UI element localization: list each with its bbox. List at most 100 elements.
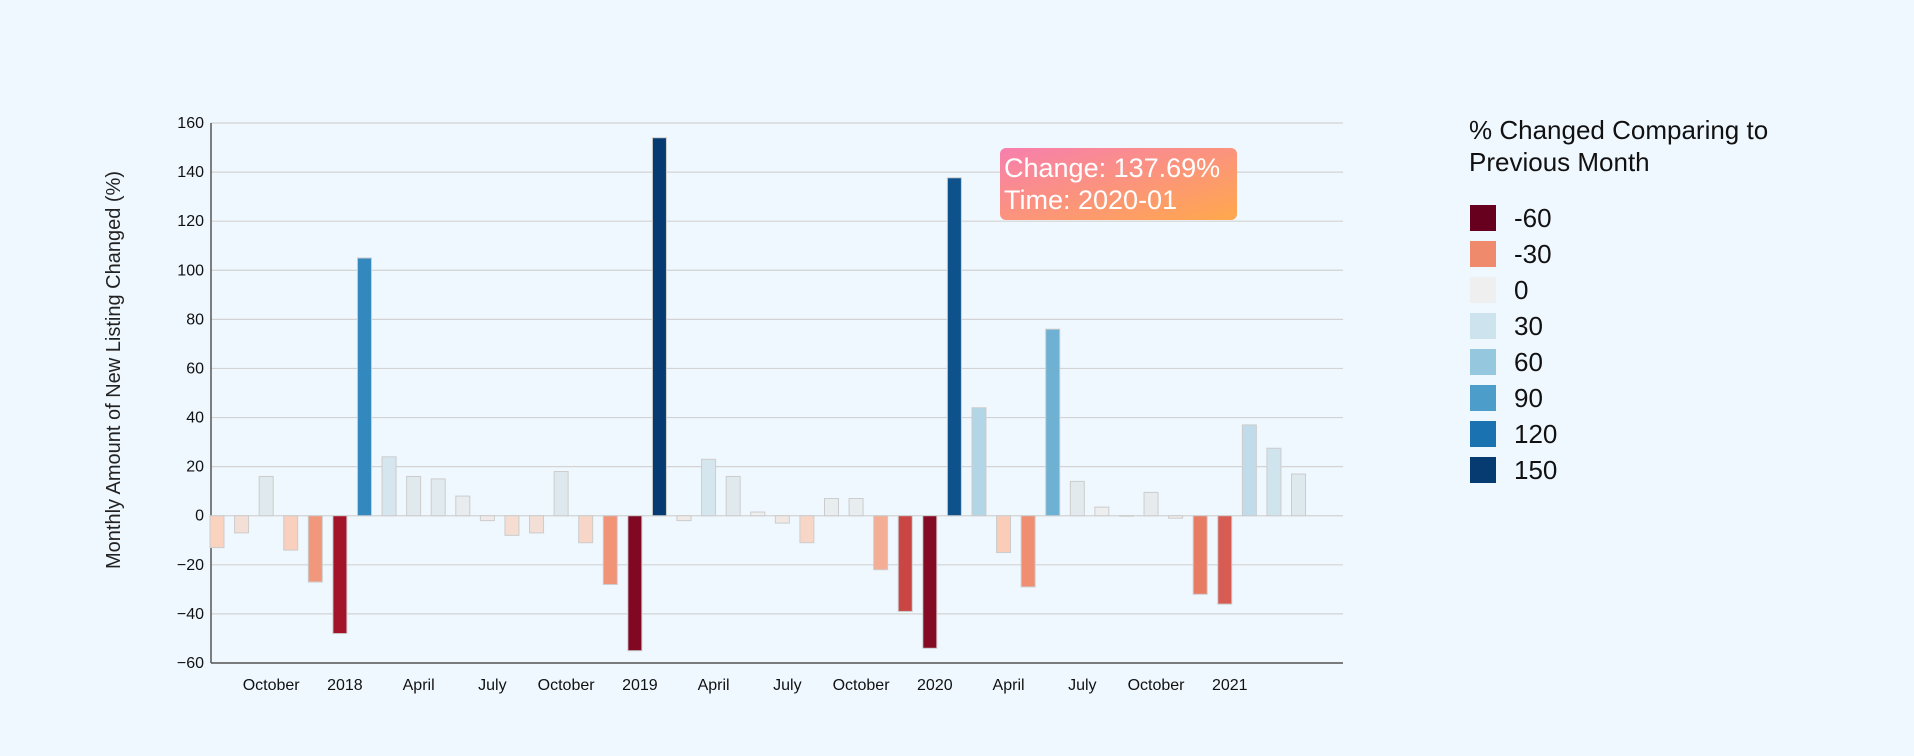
legend-label: 120 (1514, 419, 1557, 449)
bar-2017-10[interactable] (258, 475, 274, 517)
x-tick-label: 2020 (917, 677, 953, 694)
x-tick-label: October (833, 677, 891, 694)
bar-2019-09[interactable] (824, 498, 839, 517)
tooltip-change-text: Change: 137.69% (1004, 153, 1220, 183)
bar-2018-12[interactable] (602, 515, 618, 585)
gridlines (211, 122, 1343, 664)
x-tick-label: April (698, 677, 730, 694)
bar-2020-07[interactable] (1069, 480, 1085, 517)
y-tick-label: 80 (186, 311, 204, 328)
x-tick-label: October (243, 677, 301, 694)
bar-2019-05[interactable] (725, 475, 741, 517)
y-tick-label: 120 (177, 213, 204, 230)
legend-swatch (1470, 241, 1496, 267)
y-tick-label: −40 (177, 606, 204, 623)
bar-2019-08[interactable] (799, 515, 815, 544)
legend-label: 150 (1514, 455, 1557, 485)
y-tick-label: −60 (177, 655, 204, 672)
bar-2018-08[interactable] (504, 515, 520, 536)
bar-2017-09[interactable] (234, 515, 250, 534)
legend-label: -60 (1514, 203, 1552, 233)
legend-swatch (1470, 421, 1496, 447)
bar-2019-06[interactable] (750, 511, 766, 517)
bar-2020-10[interactable] (1143, 491, 1159, 517)
x-tick-label: October (538, 677, 596, 694)
y-axis-title: Monthly Amount of New Listing Changed (%… (103, 171, 125, 569)
x-tick-label: April (993, 677, 1025, 694)
bar-2018-07[interactable] (479, 515, 495, 522)
bar-2020-06[interactable] (1045, 328, 1061, 517)
axes (210, 123, 1343, 664)
bar-2020-04[interactable] (996, 515, 1012, 554)
y-tick-label: 60 (186, 360, 204, 377)
x-tick-label: July (773, 677, 801, 694)
legend-label: 30 (1514, 311, 1543, 341)
legend-label: 90 (1514, 383, 1543, 413)
y-tick-label: 0 (195, 508, 204, 525)
bar-2019-01[interactable] (627, 515, 643, 652)
bar-2020-11[interactable] (1168, 515, 1184, 519)
x-tick-label: July (478, 677, 506, 694)
bar-2018-03[interactable] (381, 456, 397, 517)
bar-2020-09[interactable] (1118, 515, 1134, 517)
bar-2018-09[interactable] (529, 515, 545, 534)
y-axis-tick-labels: −60 −40 −20 0 20 40 60 80 100 120 140 160 (177, 115, 204, 672)
bar-2021-04[interactable] (1291, 473, 1307, 517)
y-tick-label: 140 (177, 164, 204, 181)
bar-2018-04[interactable] (406, 475, 422, 517)
bar-2018-06[interactable] (455, 495, 471, 517)
legend-label: -30 (1514, 239, 1552, 269)
legend-title-line-2: Previous Month (1469, 147, 1650, 177)
legend-title-line-1: % Changed Comparing to (1469, 115, 1768, 145)
bars (209, 137, 1307, 652)
bar-2017-11[interactable] (283, 515, 299, 551)
x-tick-label: October (1128, 677, 1186, 694)
legend-label: 60 (1514, 347, 1543, 377)
bar-2019-12[interactable] (897, 515, 913, 612)
bar-2020-03[interactable] (971, 407, 987, 517)
hover-tooltip: Change: 137.69% Time: 2020-01 (1000, 148, 1237, 220)
legend-swatch (1470, 385, 1496, 411)
legend-swatch (1470, 457, 1496, 483)
bar-2019-03[interactable] (676, 515, 692, 522)
bar-2018-11[interactable] (578, 515, 594, 544)
legend-swatch (1470, 313, 1496, 339)
y-tick-label: 20 (186, 459, 204, 476)
bar-2020-02[interactable] (946, 177, 962, 517)
y-tick-label: 100 (177, 262, 204, 279)
legend-swatch (1470, 349, 1496, 375)
x-tick-label: 2019 (622, 677, 658, 694)
tooltip-time-text: Time: 2020-01 (1004, 185, 1177, 215)
bar-2021-03[interactable] (1266, 447, 1282, 517)
legend-swatch (1470, 205, 1496, 231)
legend-label: 0 (1514, 275, 1528, 305)
x-tick-label: April (403, 677, 435, 694)
bar-2019-11[interactable] (873, 515, 889, 571)
bar-2017-08[interactable] (209, 515, 225, 549)
bar-2017-12[interactable] (307, 515, 323, 583)
bar-2020-01[interactable] (922, 515, 938, 649)
bar-2018-01[interactable] (332, 515, 348, 635)
y-tick-label: −20 (177, 557, 204, 574)
bar-2019-04[interactable] (701, 458, 717, 517)
bar-2020-12[interactable] (1192, 515, 1208, 595)
bar-2019-07[interactable] (774, 515, 790, 524)
bar-2018-10[interactable] (553, 471, 569, 517)
tooltip-box (1000, 148, 1237, 220)
y-tick-label: 160 (177, 115, 204, 132)
bar-2018-02[interactable] (356, 257, 372, 517)
bar-2020-08[interactable] (1094, 506, 1110, 517)
bar-2019-02[interactable] (651, 137, 667, 517)
x-axis-tick-labels: October 2018 April July October 2019 April July… (243, 677, 1248, 694)
bar-2019-10[interactable] (848, 498, 864, 517)
y-tick-label: 40 (186, 410, 204, 427)
bar-2020-05[interactable] (1020, 515, 1036, 588)
legend-swatch (1470, 277, 1496, 303)
bar-2021-02[interactable] (1241, 424, 1257, 517)
bar-2021-01[interactable] (1217, 515, 1233, 605)
x-tick-label: 2021 (1212, 677, 1248, 694)
bar-2018-05[interactable] (430, 478, 446, 517)
x-tick-label: 2018 (327, 677, 363, 694)
legend: % Changed Comparing to Previous Month -6… (1469, 115, 1768, 485)
